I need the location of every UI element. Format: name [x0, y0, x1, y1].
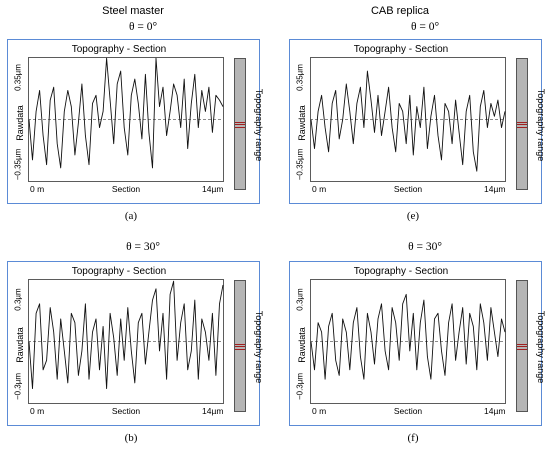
panel-caption: (b) [124, 432, 138, 444]
y-axis-label: Rawdata [15, 327, 25, 363]
topography-range-label: Topography range [536, 310, 546, 384]
x-axis-label: Section [393, 184, 423, 194]
profile-line [310, 293, 506, 380]
range-marker [517, 344, 527, 350]
angle-label: θ = 0° [410, 21, 440, 33]
x-axis-label: Section [393, 406, 423, 416]
x-axis-label: Section [111, 184, 141, 194]
y-axis-label: Rawdata [15, 105, 25, 141]
y-axis-label: Rawdata [297, 105, 307, 141]
angle-label: θ = 30° [408, 241, 442, 253]
range-marker [235, 344, 245, 350]
x-start-label: 0 m [312, 184, 327, 194]
y-tick-bottom-label: −0.35µm [295, 148, 305, 181]
topography-range-label: Topography range [536, 88, 546, 162]
x-axis-label: Section [111, 406, 141, 416]
y-tick-top-label: 0.3µm [13, 288, 23, 311]
column-title-steel-master: Steel master [102, 5, 164, 17]
profile-line [310, 70, 506, 172]
profile-line [28, 57, 224, 169]
y-tick-top-label: 0.35µm [13, 64, 23, 91]
y-tick-top-label: 0.3µm [295, 288, 305, 311]
x-end-label: 14µm [202, 184, 224, 194]
plot-area [28, 279, 224, 404]
plot-area [28, 57, 224, 182]
plot-area [310, 279, 506, 404]
chart-panel: Topography - Section 0.35µm −0.35µm Rawdata… [7, 39, 264, 204]
angle-label: θ = 0° [128, 21, 158, 33]
chart-title: Topography - Section [353, 44, 449, 55]
panel-caption: (a) [124, 210, 138, 222]
angle-label: θ = 30° [126, 241, 160, 253]
chart-panel: Topography - Section 0.3µm −0.3µm Rawdata 0 … [289, 261, 546, 426]
x-start-label: 0 m [30, 184, 45, 194]
chart-title: Topography - Section [353, 266, 449, 277]
x-start-label: 0 m [30, 406, 45, 416]
panel-caption: (e) [406, 210, 420, 222]
x-start-label: 0 m [312, 406, 327, 416]
range-marker [235, 122, 245, 128]
panel-caption: (f) [407, 432, 419, 444]
x-end-label: 14µm [484, 184, 506, 194]
y-tick-top-label: 0.35µm [295, 64, 305, 91]
chart-title: Topography - Section [71, 44, 167, 55]
topography-range-label: Topography range [254, 310, 264, 384]
x-end-label: 14µm [484, 406, 506, 416]
range-marker [517, 122, 527, 128]
y-tick-bottom-label: −0.3µm [295, 372, 305, 401]
plot-area [310, 57, 506, 182]
chart-title: Topography - Section [71, 266, 167, 277]
topography-range-label: Topography range [254, 88, 264, 162]
y-tick-bottom-label: −0.35µm [13, 148, 23, 181]
chart-panel: Topography - Section 0.35µm −0.35µm Rawdata… [289, 39, 546, 204]
y-axis-label: Rawdata [297, 327, 307, 363]
chart-panel: Topography - Section 0.3µm −0.3µm Rawdata 0 … [7, 261, 264, 426]
profile-line [28, 280, 224, 390]
x-end-label: 14µm [202, 406, 224, 416]
column-title-cab-replica: CAB replica [370, 5, 430, 17]
y-tick-bottom-label: −0.3µm [13, 372, 23, 401]
